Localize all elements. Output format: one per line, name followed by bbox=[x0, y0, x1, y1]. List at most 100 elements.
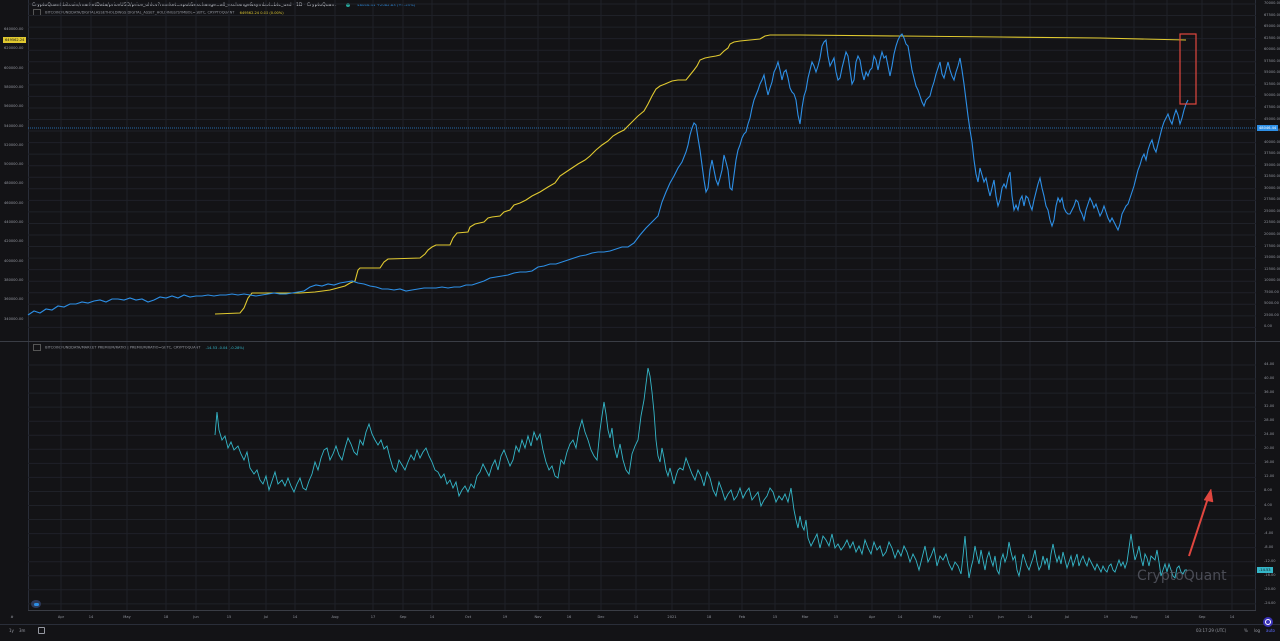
range-3m-button[interactable]: 3m bbox=[19, 628, 26, 633]
left-axis-tick: 580000.00 bbox=[4, 84, 24, 89]
time-axis-label: 18 bbox=[163, 615, 169, 619]
left-axis-tick: 420000.00 bbox=[4, 239, 24, 244]
left-axis-tick: 440000.00 bbox=[4, 220, 24, 224]
right-axis-tick: 25000.00 bbox=[1264, 208, 1280, 213]
time-axis-label: 14 bbox=[88, 615, 94, 619]
utc-clock[interactable]: 03:17:29 (UTC) bbox=[1196, 628, 1227, 633]
up-arrow-annotation bbox=[1188, 488, 1214, 557]
btc-price-line bbox=[27, 33, 1189, 316]
left-axis-tick: 360000.00 bbox=[4, 297, 24, 302]
time-axis-label: May bbox=[933, 615, 941, 619]
right-axis-tick: 7500.00 bbox=[1264, 289, 1279, 294]
axis-reset-icon[interactable]: # bbox=[10, 615, 14, 619]
cloud-icon[interactable] bbox=[31, 600, 41, 608]
right-axis-tick: 20000.00 bbox=[1264, 232, 1280, 236]
time-axis-label: Jul bbox=[263, 615, 269, 619]
right-axis-tick: 32.00 bbox=[1264, 404, 1275, 409]
interval-label[interactable]: 1D bbox=[295, 3, 303, 8]
left-axis-tick: 400000.00 bbox=[4, 258, 24, 263]
time-axis-label: Nov bbox=[534, 615, 542, 619]
time-axis-label: Apr bbox=[57, 615, 65, 619]
left-axis-tick: 480000.00 bbox=[4, 181, 24, 186]
left-axis-tick: 340000.00 bbox=[4, 316, 24, 321]
log-scale-toggle[interactable]: log bbox=[1254, 628, 1261, 633]
time-axis-label: 14 bbox=[292, 615, 298, 619]
time-axis-label: 19 bbox=[1103, 615, 1109, 619]
time-axis[interactable]: # Apr 14 May 18 Jun 15 Jul 14 Aug 17 Sep 14 Oct 19 Nov… bbox=[10, 610, 1256, 625]
right-axis-tick: 47500.00 bbox=[1264, 104, 1280, 109]
goto-date-icon[interactable] bbox=[38, 627, 45, 634]
time-axis-label: Sep bbox=[399, 615, 407, 619]
right-price-axis[interactable] bbox=[1255, 0, 1280, 610]
time-axis-label: Apr bbox=[868, 615, 876, 619]
right-axis-tick: 67500.00 bbox=[1264, 12, 1280, 17]
left-axis-badge: 649562.24 bbox=[3, 37, 27, 43]
right-axis-tick: 12500.00 bbox=[1264, 266, 1280, 271]
time-axis-label: Feb bbox=[738, 615, 746, 619]
time-axis-label: 14 bbox=[1229, 615, 1235, 619]
left-price-axis[interactable] bbox=[0, 0, 29, 610]
right-axis-tick: 8.00 bbox=[1264, 488, 1273, 493]
right-axis-tick: 16.00 bbox=[1264, 460, 1275, 465]
time-axis-label: May bbox=[123, 615, 131, 619]
time-axis-label: 14 bbox=[897, 615, 903, 619]
right-axis-badge-price: 48046.44 bbox=[1257, 125, 1279, 131]
time-axis-label: Jun bbox=[193, 615, 199, 619]
time-axis-label: Jun bbox=[998, 615, 1004, 619]
time-axis-label: Jul bbox=[1064, 615, 1070, 619]
time-axis-label: 16 bbox=[1164, 615, 1170, 619]
time-axis-label: 14 bbox=[633, 615, 639, 619]
time-axis-label: Dec bbox=[597, 615, 605, 619]
left-axis-tick: 500000.00 bbox=[4, 162, 24, 167]
collapse-toggle-icon[interactable] bbox=[33, 344, 41, 351]
time-axis-label: 16 bbox=[566, 615, 572, 619]
right-axis-tick: 12.00 bbox=[1264, 474, 1275, 479]
right-axis-tick: 2500.00 bbox=[1264, 312, 1279, 317]
holdings-series-label: BITCOIN:FUNDDATA/DIGITALASSETHOLDINGS/DI… bbox=[45, 10, 235, 15]
left-axis-tick: 560000.00 bbox=[4, 104, 24, 109]
right-axis-tick: 44.00 bbox=[1264, 362, 1275, 366]
gbtc-holdings-line bbox=[214, 34, 1187, 315]
right-axis-tick: 45000.00 bbox=[1264, 116, 1280, 121]
right-axis-tick: 50000.00 bbox=[1264, 93, 1280, 98]
left-axis-tick: 640000.00 bbox=[4, 27, 24, 31]
right-axis-tick: 65000.00 bbox=[1264, 24, 1280, 29]
right-axis-tick: 36.00 bbox=[1264, 390, 1275, 395]
left-axis-tick: 380000.00 bbox=[4, 277, 24, 282]
right-axis-tick: 62500.00 bbox=[1264, 35, 1280, 40]
right-axis-tick: -12.00 bbox=[1264, 558, 1276, 563]
time-axis-label: 15 bbox=[833, 615, 839, 619]
search-icon[interactable] bbox=[1263, 617, 1273, 627]
right-axis-tick: 35000.00 bbox=[1264, 162, 1280, 167]
right-axis-tick: 40.00 bbox=[1264, 376, 1275, 381]
right-axis-tick: 24.00 bbox=[1264, 432, 1275, 437]
premium-line bbox=[214, 367, 1187, 579]
time-axis-label: 14 bbox=[1027, 615, 1033, 619]
time-axis-label: 15 bbox=[226, 615, 232, 619]
holdings-series-value: 649562.24 0.00 (0.00%) bbox=[239, 10, 284, 15]
right-axis-tick: 0.00 bbox=[1264, 516, 1273, 521]
right-axis-tick: -20.00 bbox=[1264, 586, 1276, 591]
time-axis-label: Sep bbox=[1198, 615, 1206, 619]
right-axis-tick: -24.00 bbox=[1264, 600, 1276, 605]
time-axis-label: Aug bbox=[331, 615, 339, 619]
time-axis-label: 2021 bbox=[667, 615, 677, 619]
time-axis-label: 19 bbox=[502, 615, 508, 619]
right-axis-tick: 40000.00 bbox=[1264, 139, 1280, 144]
left-axis-tick: 620000.00 bbox=[4, 46, 24, 51]
right-axis-tick: 4.00 bbox=[1264, 502, 1273, 507]
right-axis-tick: 70000.00 bbox=[1264, 1, 1280, 5]
premium-series-label: BITCOIN:FUNDDATA/MARKET PREMIUM/RATIO | … bbox=[45, 345, 201, 350]
watermark-logo: CryptoQuant bbox=[1137, 568, 1227, 584]
right-axis-tick: 22500.00 bbox=[1264, 220, 1280, 225]
time-axis-label: 17 bbox=[968, 615, 974, 619]
bottom-toolbar: 1y 3m 03:17:29 (UTC) % log auto bbox=[0, 624, 1280, 641]
left-axis-tick: 600000.00 bbox=[4, 65, 24, 70]
left-axis-tick: 540000.00 bbox=[4, 123, 24, 128]
premium-series-value: -14.53 -0.04 (-0.28%) bbox=[205, 345, 245, 350]
auto-scale-toggle[interactable]: auto bbox=[1266, 628, 1276, 633]
right-axis-tick: 30000.00 bbox=[1264, 185, 1280, 190]
percent-scale-toggle[interactable]: % bbox=[1244, 628, 1248, 633]
range-1y-button[interactable]: 1y bbox=[9, 628, 14, 633]
